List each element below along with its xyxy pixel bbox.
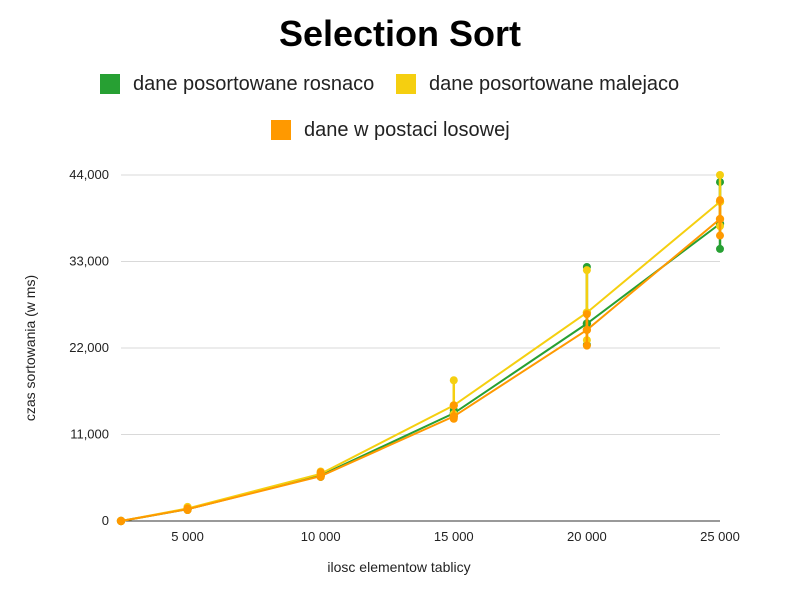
legend-swatch-random [271, 120, 291, 140]
range-end-point [449, 376, 458, 385]
range-end-point [449, 401, 458, 410]
legend-item-random[interactable]: dane w postaci losowej [271, 119, 510, 141]
legend-label-ascending: dane posortowane rosnaco [133, 73, 374, 95]
legend: dane posortowane rosnaco dane posortowan… [100, 73, 679, 141]
range-end-point [582, 266, 591, 275]
legend-swatch-descending [396, 74, 416, 94]
data-point [183, 505, 192, 514]
x-tick-label: 20 000 [567, 529, 607, 544]
range-end-point [716, 196, 724, 205]
series-layer [116, 171, 725, 526]
data-point [715, 214, 725, 224]
legend-item-ascending[interactable]: dane posortowane rosnaco [100, 73, 374, 95]
x-tick-label: 25 000 [700, 529, 740, 544]
legend-label-descending: dane posortowane malejaco [429, 73, 679, 95]
range-end-point [716, 231, 724, 240]
range-end-point [582, 341, 591, 350]
y-axis-label: czas sortowania (w ms) [22, 275, 38, 421]
range-end-point [716, 244, 724, 253]
series-0 [116, 178, 725, 526]
series-2 [116, 196, 725, 526]
series-line [120, 200, 721, 522]
legend-label-random: dane w postaci losowej [304, 119, 510, 141]
legend-swatch-ascending [100, 74, 120, 94]
y-tick-label: 22,000 [69, 340, 109, 355]
data-point [449, 412, 458, 421]
y-axis-ticks: 0 11,000 22,000 33,000 44,000 [69, 167, 109, 528]
gridlines [121, 174, 720, 522]
x-axis-label: ilosc elementow tablicy [327, 559, 470, 575]
y-tick-label: 11,000 [70, 427, 109, 442]
data-point [316, 471, 325, 481]
data-point [116, 516, 126, 526]
x-tick-label: 5 000 [171, 529, 204, 544]
y-tick-label: 0 [102, 513, 109, 528]
series-line [120, 222, 721, 522]
range-end-point [716, 171, 724, 179]
x-tick-label: 10 000 [301, 529, 341, 544]
x-tick-label: 15 000 [434, 529, 474, 544]
chart-title: Selection Sort [279, 13, 521, 54]
data-point [582, 325, 592, 335]
series-line [120, 218, 721, 522]
y-tick-label: 44,000 [69, 167, 109, 182]
y-tick-label: 33,000 [69, 254, 109, 269]
range-end-point [582, 310, 591, 319]
legend-item-descending[interactable]: dane posortowane malejaco [396, 73, 679, 95]
x-axis-ticks: 5 000 10 000 15 000 20 000 25 000 [171, 529, 740, 544]
